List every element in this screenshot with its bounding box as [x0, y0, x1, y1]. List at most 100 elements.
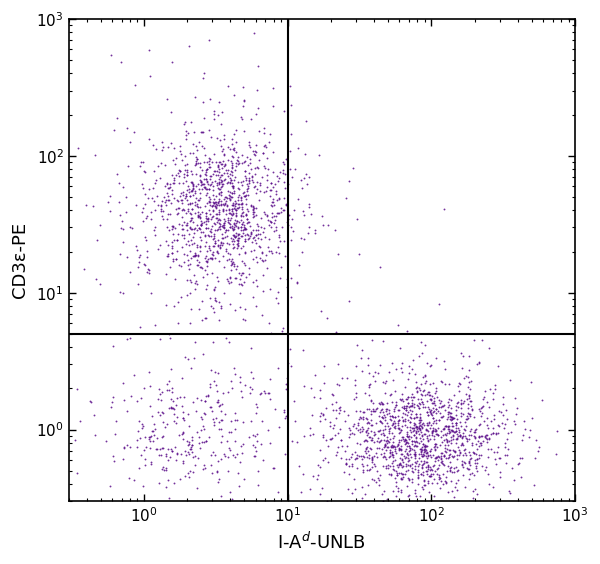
Point [258, 149, 268, 158]
Point [187, 214, 197, 223]
Point [203, 179, 213, 188]
Point [336, 436, 346, 445]
Point [204, 231, 214, 240]
Point [280, 184, 289, 193]
Point [505, 489, 515, 498]
Point [298, 346, 308, 355]
Point [237, 220, 247, 229]
Point [238, 83, 248, 92]
Point [161, 196, 171, 205]
Point [391, 412, 400, 421]
Point [415, 423, 424, 432]
Point [470, 433, 479, 442]
Point [401, 438, 410, 447]
Point [419, 470, 428, 479]
Point [469, 431, 479, 440]
Point [375, 417, 385, 426]
Point [459, 424, 469, 433]
Point [217, 455, 226, 464]
Point [240, 231, 250, 240]
Point [75, 417, 85, 426]
Point [439, 204, 449, 213]
Point [436, 476, 446, 485]
Point [89, 411, 98, 420]
Point [181, 209, 191, 218]
Point [425, 472, 434, 481]
Point [278, 166, 287, 175]
Point [173, 204, 182, 213]
Point [251, 140, 260, 149]
Point [406, 393, 416, 402]
Point [270, 404, 280, 413]
Point [122, 124, 132, 133]
Point [216, 201, 226, 210]
Point [211, 213, 221, 222]
Point [265, 217, 274, 226]
Point [427, 395, 436, 404]
Point [414, 403, 424, 412]
Point [341, 458, 350, 467]
Point [424, 410, 433, 419]
Point [190, 452, 200, 461]
Point [410, 451, 420, 460]
Point [412, 421, 421, 430]
Point [466, 397, 476, 406]
Point [267, 209, 277, 218]
Point [237, 159, 247, 168]
Point [190, 200, 200, 209]
Point [251, 109, 261, 118]
Point [421, 444, 430, 453]
Point [474, 420, 484, 429]
Point [229, 231, 239, 240]
Point [358, 482, 367, 491]
Point [470, 428, 479, 437]
Point [385, 469, 394, 478]
Point [298, 207, 308, 216]
Point [192, 428, 202, 437]
Point [271, 211, 280, 220]
Point [149, 226, 159, 235]
Point [196, 221, 205, 230]
Point [112, 113, 122, 122]
Point [340, 416, 350, 425]
Point [382, 405, 392, 414]
Point [415, 453, 424, 462]
Point [449, 390, 459, 399]
Point [157, 206, 166, 215]
Point [422, 433, 432, 442]
Point [226, 187, 235, 196]
Point [428, 404, 437, 413]
Point [398, 434, 408, 443]
Point [236, 192, 246, 201]
Point [170, 159, 179, 168]
Point [239, 258, 249, 267]
Point [257, 173, 267, 182]
Point [393, 424, 403, 433]
Point [152, 433, 161, 442]
Point [333, 250, 343, 259]
Point [440, 429, 450, 438]
Point [418, 423, 427, 432]
Point [457, 408, 466, 417]
Point [516, 472, 526, 481]
Point [129, 475, 139, 484]
Point [216, 182, 226, 191]
Point [235, 191, 244, 200]
Point [361, 443, 371, 452]
Point [92, 275, 101, 284]
Point [379, 451, 389, 460]
Point [428, 414, 438, 423]
Point [466, 426, 475, 435]
Point [182, 165, 192, 174]
Point [232, 137, 241, 146]
Point [196, 263, 205, 272]
Point [415, 403, 424, 412]
Point [227, 182, 237, 191]
Point [457, 460, 467, 469]
Point [200, 217, 209, 226]
Point [183, 409, 193, 418]
Point [179, 120, 188, 129]
Point [463, 403, 472, 412]
Point [251, 210, 261, 219]
Point [191, 277, 201, 286]
